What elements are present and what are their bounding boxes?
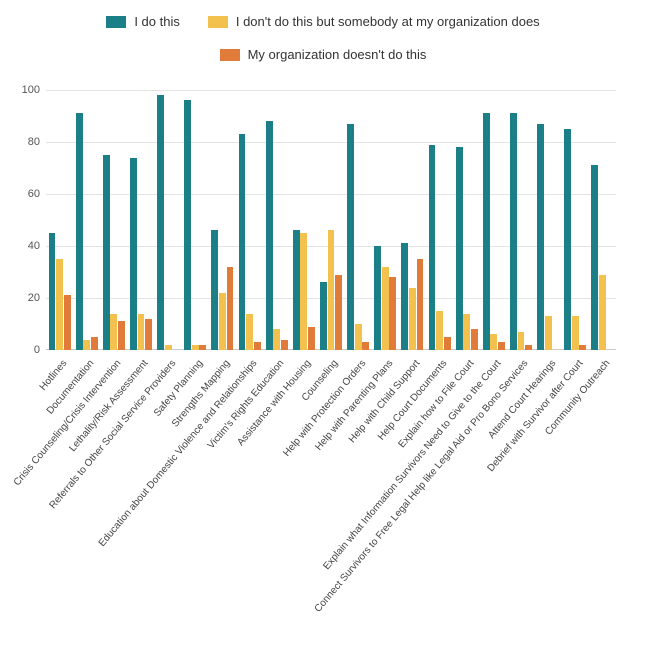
legend-item-0: I do this — [106, 14, 180, 29]
legend-swatch-0 — [106, 16, 126, 28]
legend-label-1: I don't do this but somebody at my organ… — [236, 14, 540, 29]
bar — [510, 113, 517, 350]
bar — [374, 246, 381, 350]
bar — [436, 311, 443, 350]
bar — [239, 134, 246, 350]
y-tick-label: 60 — [28, 188, 40, 200]
bar — [118, 321, 125, 350]
bar — [537, 124, 544, 350]
bar — [64, 295, 71, 350]
bar — [281, 340, 288, 350]
legend: I do this I don't do this but somebody a… — [0, 14, 646, 62]
bar — [362, 342, 369, 350]
bar — [572, 316, 579, 350]
bar — [192, 345, 199, 350]
chart-container: I do this I don't do this but somebody a… — [0, 0, 646, 647]
y-tick-label: 80 — [28, 136, 40, 148]
bar — [429, 145, 436, 350]
bar — [444, 337, 451, 350]
bar — [138, 314, 145, 350]
bar — [300, 233, 307, 350]
bar — [564, 129, 571, 350]
y-tick-label: 40 — [28, 240, 40, 252]
bar — [498, 342, 505, 350]
bar — [91, 337, 98, 350]
bar — [219, 293, 226, 350]
bar — [382, 267, 389, 350]
bar — [401, 243, 408, 350]
bar — [328, 230, 335, 350]
bar — [165, 345, 172, 350]
x-tick-label: Referrals to Other Social Service Provid… — [47, 358, 178, 511]
bar — [273, 329, 280, 350]
bar — [49, 233, 56, 350]
bar — [130, 158, 137, 350]
bar — [320, 282, 327, 350]
bar — [591, 165, 598, 350]
bar — [409, 288, 416, 350]
bar — [463, 314, 470, 350]
bar — [456, 147, 463, 350]
legend-label-0: I do this — [134, 14, 180, 29]
bar — [347, 124, 354, 350]
bar — [545, 316, 552, 350]
plot-area: 020406080100HotlinesDocumentationCrisis … — [46, 90, 616, 350]
bar — [471, 329, 478, 350]
bar — [199, 345, 206, 350]
bar — [157, 95, 164, 350]
bar — [355, 324, 362, 350]
bar — [579, 345, 586, 350]
bar — [246, 314, 253, 350]
bar — [83, 340, 90, 350]
gridline — [46, 142, 616, 143]
bar — [483, 113, 490, 350]
bar — [335, 275, 342, 350]
bar — [76, 113, 83, 350]
bar — [417, 259, 424, 350]
y-tick-label: 0 — [34, 344, 40, 356]
bar — [103, 155, 110, 350]
bar — [525, 345, 532, 350]
legend-label-2: My organization doesn't do this — [248, 47, 427, 62]
bar — [266, 121, 273, 350]
bar — [293, 230, 300, 350]
legend-swatch-2 — [220, 49, 240, 61]
bar — [389, 277, 396, 350]
y-tick-label: 100 — [22, 84, 40, 96]
legend-item-2: My organization doesn't do this — [220, 47, 427, 62]
gridline — [46, 90, 616, 91]
bar — [110, 314, 117, 350]
bar — [184, 100, 191, 350]
bar — [308, 327, 315, 350]
bar — [211, 230, 218, 350]
bar — [56, 259, 63, 350]
y-tick-label: 20 — [28, 292, 40, 304]
bar — [518, 332, 525, 350]
bar — [490, 334, 497, 350]
bar — [145, 319, 152, 350]
bar — [254, 342, 261, 350]
legend-item-1: I don't do this but somebody at my organ… — [208, 14, 540, 29]
legend-swatch-1 — [208, 16, 228, 28]
bar — [599, 275, 606, 350]
x-tick-label: Crisis Counseling/Crisis Intervention — [12, 358, 124, 488]
bar — [227, 267, 234, 350]
